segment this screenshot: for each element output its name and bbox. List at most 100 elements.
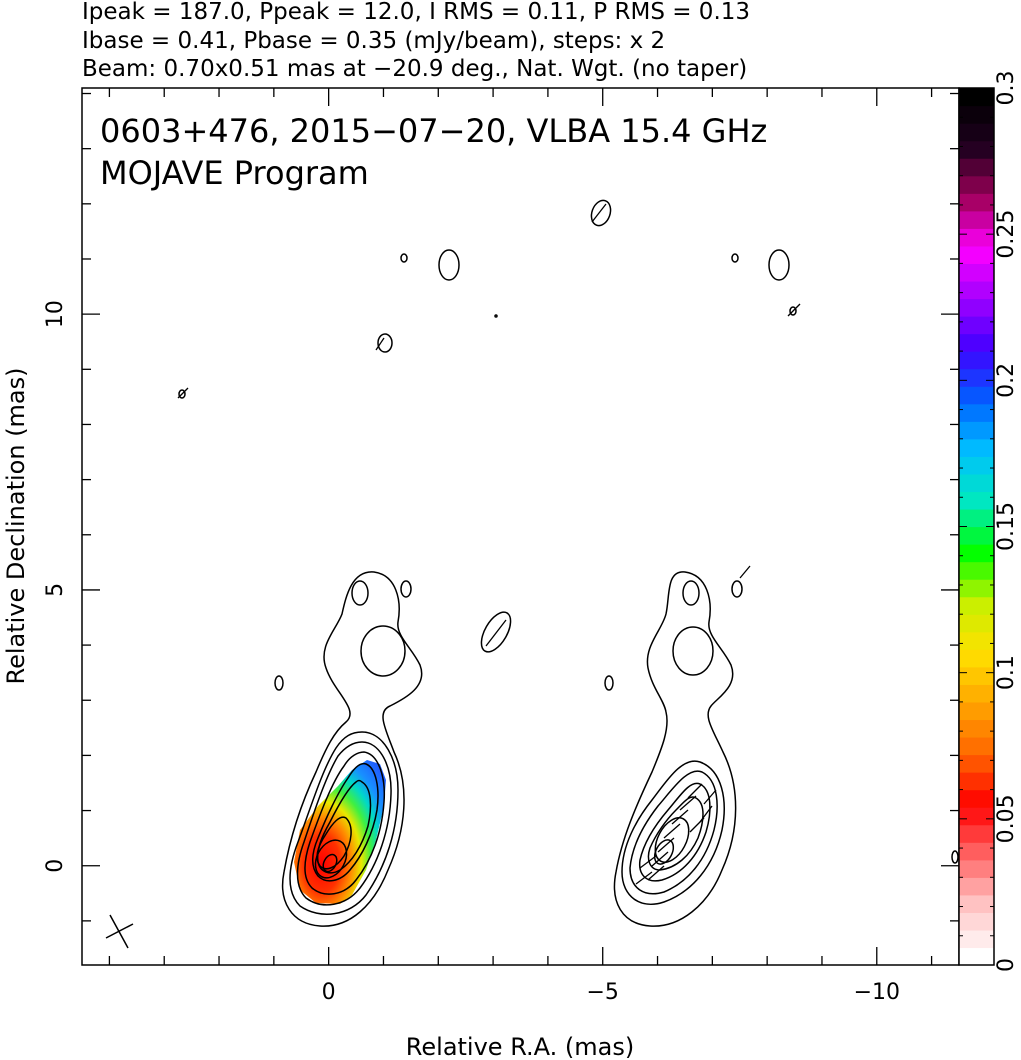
colorbar-band xyxy=(959,842,994,861)
contour-level-5-right xyxy=(647,796,704,871)
contour-outer-left xyxy=(282,571,423,927)
contour-island-n xyxy=(951,850,959,864)
plot-area xyxy=(105,199,959,949)
contour-level-3-right xyxy=(629,770,718,895)
colorbar-band xyxy=(959,456,994,475)
contour-level-2-left xyxy=(289,731,399,915)
contour-level-7-right xyxy=(653,839,675,865)
colorbar-band xyxy=(959,158,994,177)
contour-hole-left-upper xyxy=(360,625,406,677)
evpa-vector xyxy=(485,619,507,647)
colorbar-band xyxy=(959,824,994,843)
contour-island-h xyxy=(590,199,612,227)
inset-title-line-2: MOJAVE Program xyxy=(100,154,369,192)
x-tick-label: −10 xyxy=(854,980,900,1005)
contour-island-k xyxy=(604,675,614,691)
colorbar-band xyxy=(959,438,994,457)
contour-island-j xyxy=(731,253,739,263)
colorbar-band xyxy=(959,631,994,650)
colorbar-band xyxy=(959,859,994,878)
colorbar-band xyxy=(959,280,994,300)
colorbar-band xyxy=(959,684,994,703)
colorbar-band xyxy=(959,140,994,159)
colorbar-band xyxy=(959,316,994,335)
evpa-vector xyxy=(787,303,801,317)
colorbar-tick-label: 0.3 xyxy=(994,71,1019,106)
header-line-3: Beam: 0.70x0.51 mas at −20.9 deg., Nat. … xyxy=(82,56,747,82)
contour-level-5-left xyxy=(312,762,379,882)
colorbar-band xyxy=(959,123,994,142)
colorbar-band xyxy=(959,228,994,247)
plot-frame xyxy=(81,87,960,966)
colorbar-band xyxy=(959,333,994,352)
contour-island-c xyxy=(480,611,512,653)
contour-island-e xyxy=(400,253,408,263)
colorbar-band xyxy=(959,789,994,808)
evpa-vector xyxy=(703,789,717,805)
colorbar xyxy=(959,88,994,966)
contour-dot xyxy=(494,314,498,318)
contour-level-9-left xyxy=(322,853,338,873)
x-axis-ticks: 0 −5 −10 xyxy=(108,88,933,1005)
colorbar-band xyxy=(959,894,994,913)
intensity-contours-left xyxy=(178,199,959,927)
colorbar-band xyxy=(959,175,994,194)
colorbar-band xyxy=(959,508,994,528)
colorbar-band xyxy=(959,701,994,721)
colorbar-band xyxy=(959,88,994,107)
colorbar-band xyxy=(959,403,994,422)
evpa-vector xyxy=(671,809,689,825)
colorbar-band xyxy=(959,754,994,773)
contour-level-6-right xyxy=(654,817,690,863)
colorbar-band xyxy=(959,561,994,580)
colorbar-band xyxy=(959,614,994,633)
contour-level-4-left xyxy=(304,751,386,895)
colorbar-band xyxy=(959,298,994,317)
contour-island-a xyxy=(400,580,412,598)
evpa-vector xyxy=(687,783,703,799)
y-tick-label: 5 xyxy=(43,583,68,597)
colorbar-band xyxy=(959,772,994,791)
colorbar-band xyxy=(959,579,994,598)
colorbar-band xyxy=(959,351,994,370)
colorbar-tick-label: 0 xyxy=(994,958,1019,972)
evpa-vector xyxy=(663,823,681,839)
colorbar-band xyxy=(959,877,994,896)
colorbar-band xyxy=(959,544,994,563)
evpa-vector xyxy=(651,851,669,867)
colorbar-band xyxy=(959,245,994,264)
colorbar-band xyxy=(959,386,994,405)
contour-island-f xyxy=(377,333,393,353)
evpa-vector xyxy=(375,337,385,351)
header-line-2: Ibase = 0.41, Pbase = 0.35 (mJy/beam), s… xyxy=(82,28,665,54)
contour-island-m xyxy=(789,306,797,316)
colorbar-tick-label: 0.2 xyxy=(994,363,1019,398)
colorbar-band xyxy=(959,105,994,124)
y-axis-ticks: 0 5 10 xyxy=(43,92,959,922)
colorbar-tick-label: 0.15 xyxy=(994,502,1019,551)
contour-level-7-left xyxy=(316,816,352,870)
contour-island-d xyxy=(438,249,460,281)
colorbar-tick-label: 0.1 xyxy=(994,655,1019,690)
contour-island-i xyxy=(768,249,790,281)
colorbar-band xyxy=(959,666,994,685)
colorbar-band xyxy=(959,368,994,387)
colorbar-ticks: 0 0.05 0.1 0.15 0.2 0.25 0.3 xyxy=(959,71,1019,972)
contour-hole-left-top xyxy=(351,580,369,606)
header-line-1: Ipeak = 187.0, Ppeak = 12.0, I RMS = 0.1… xyxy=(82,0,750,25)
colorbar-band xyxy=(959,263,994,282)
colorbar-band xyxy=(959,491,994,510)
inset-title-line-1: 0603+476, 2015−07−20, VLBA 15.4 GHz xyxy=(100,112,767,150)
colorbar-band xyxy=(959,473,994,493)
evpa-vector xyxy=(639,855,657,869)
colorbar-band xyxy=(959,719,994,738)
evpa-vector xyxy=(635,871,653,885)
contour-level-8-left xyxy=(314,839,348,879)
contour-level-3-left xyxy=(296,741,392,906)
y-axis-label: Relative Declination (mas) xyxy=(2,367,30,684)
colorbar-band xyxy=(959,947,994,966)
colorbar-tick-label: 0.05 xyxy=(994,794,1019,843)
evpa-vector xyxy=(177,387,189,399)
contour-hole-right-upper xyxy=(672,626,714,676)
